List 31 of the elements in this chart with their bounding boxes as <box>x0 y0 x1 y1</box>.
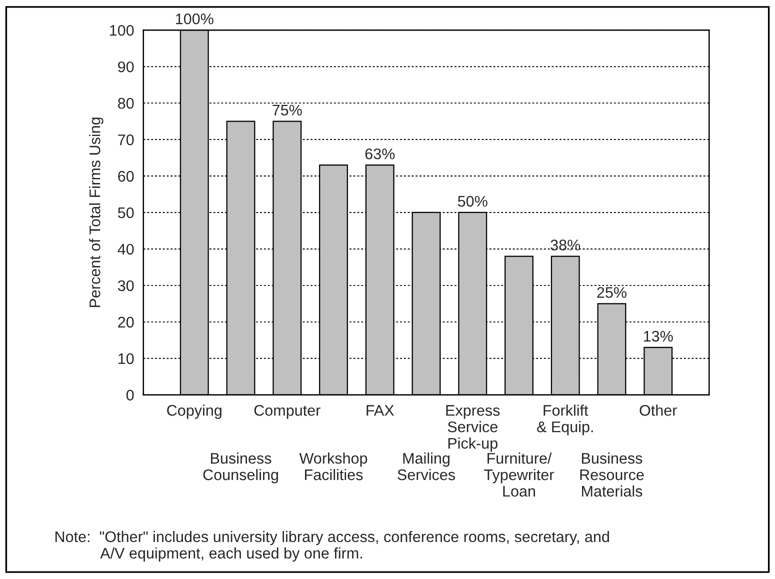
data-label: 63% <box>365 148 395 160</box>
y-axis-title: Percent of Total Firms Using <box>89 118 104 308</box>
y-tick-label: 80 <box>118 98 134 109</box>
data-label: 25% <box>597 287 626 298</box>
y-tick-label: 70 <box>118 134 134 146</box>
y-tick-label: 30 <box>118 280 134 292</box>
x-tick-label: Computer <box>254 405 320 419</box>
y-tick-label: 50 <box>118 207 134 218</box>
y-tick-label: 0 <box>126 390 134 401</box>
x-tick-label: Copying <box>167 404 222 419</box>
x-tick-label: Mailing Services <box>398 452 455 480</box>
data-label: 100% <box>176 13 214 24</box>
data-label: 13% <box>644 330 673 342</box>
data-label: 50% <box>458 196 488 207</box>
y-tick-label: 40 <box>118 244 134 255</box>
x-tick-label: Furniture/ Typewriter Loan <box>484 452 554 497</box>
y-tick-label: 10 <box>118 353 134 364</box>
x-tick-label: Forklift & Equip. <box>537 404 593 436</box>
y-tick-label: 90 <box>118 61 134 72</box>
text: Note: "Other" includes university library access, conference rooms, secretary, and A/V equipment, each used by one firm. <box>56 530 609 562</box>
x-tick-label: Business Resource Materials <box>580 452 644 497</box>
data-label: 38% <box>550 240 580 250</box>
x-tick-label: Other <box>640 404 677 416</box>
y-tick-label: 60 <box>118 170 134 182</box>
data-label: 75% <box>272 104 302 116</box>
y-tick-label: 20 <box>118 316 134 328</box>
x-tick-label: Business Counseling <box>203 452 278 484</box>
x-tick-label: FAX <box>366 405 394 416</box>
x-tick-label: Workshop Facilities <box>299 452 368 480</box>
y-tick-label: 100 <box>110 24 134 36</box>
x-tick-label: Express Service Pick-up <box>446 405 500 452</box>
